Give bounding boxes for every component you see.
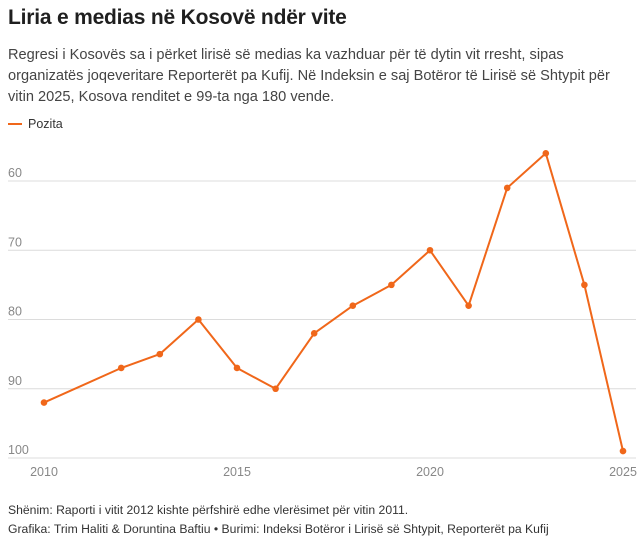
y-axis-ticks: 60 70 80 90 100 — [8, 166, 29, 457]
data-point-2024[interactable] — [581, 281, 588, 289]
y-tick-label: 60 — [8, 166, 22, 180]
series-points — [40, 150, 627, 455]
data-point-2022[interactable] — [503, 184, 511, 192]
chart-subtitle: Regresi i Kosovës sa i përket lirisë së … — [8, 47, 610, 105]
data-point-2016[interactable] — [272, 385, 279, 393]
credits: Grafika: Trim Haliti & Doruntina Baftiu … — [8, 522, 549, 536]
data-point-2018[interactable] — [349, 302, 357, 309]
x-tick-label: 2020 — [416, 465, 444, 479]
data-point-2017[interactable] — [310, 330, 318, 337]
footnote: Shënim: Raporti i vitit 2012 kishte përf… — [8, 503, 409, 517]
y-tick-label: 80 — [8, 305, 22, 319]
data-point-2013[interactable] — [156, 350, 164, 358]
x-tick-label: 2025 — [609, 465, 637, 479]
x-tick-label: 2010 — [30, 465, 58, 479]
data-point-2020[interactable] — [426, 246, 434, 254]
y-tick-label: 100 — [8, 443, 29, 457]
series-line — [43, 152, 624, 452]
data-point-2012[interactable] — [117, 364, 125, 372]
x-tick-label: 2015 — [223, 465, 251, 479]
y-tick-label: 90 — [8, 374, 22, 388]
x-axis-ticks: 2010 2015 2020 2025 — [30, 465, 637, 479]
grid-lines — [8, 180, 636, 459]
legend-label: Pozita — [28, 117, 63, 131]
data-point-2025[interactable] — [619, 447, 627, 455]
data-point-2010[interactable] — [40, 399, 48, 406]
line-chart: 60 70 80 90 100 2010 2015 2020 2025 — [8, 150, 637, 479]
data-point-2019[interactable] — [388, 281, 395, 289]
legend-swatch — [8, 123, 22, 125]
series-line-pozita — [43, 152, 624, 452]
y-tick-label: 70 — [8, 235, 22, 249]
data-point-2014[interactable] — [195, 316, 202, 323]
legend: Pozita — [8, 117, 63, 131]
data-point-2021[interactable] — [465, 302, 472, 309]
chart-title: Liria e medias në Kosovë ndër vite — [8, 6, 347, 29]
data-point-2023[interactable] — [542, 150, 550, 157]
data-point-2015[interactable] — [233, 364, 241, 372]
